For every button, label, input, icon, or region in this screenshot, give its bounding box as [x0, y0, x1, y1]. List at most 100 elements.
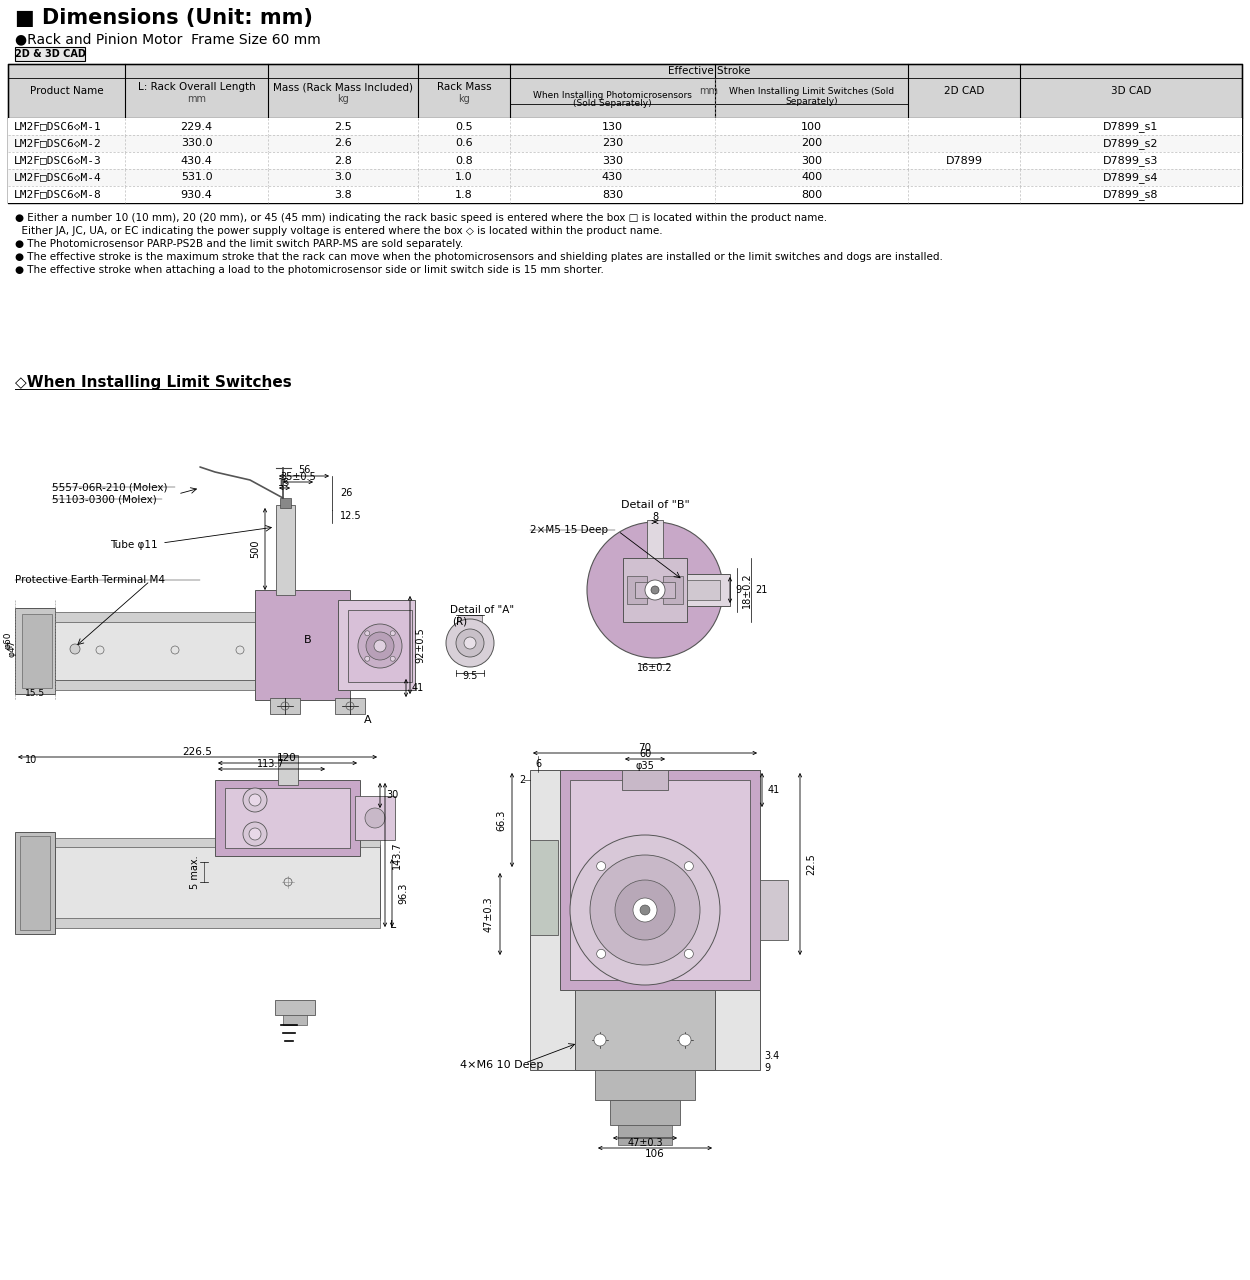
Text: 0.5: 0.5 — [455, 122, 472, 132]
Text: 2D CAD: 2D CAD — [944, 86, 984, 96]
Text: mm: mm — [700, 86, 719, 96]
Text: 3.0: 3.0 — [334, 173, 351, 183]
Text: 0.6: 0.6 — [455, 138, 472, 148]
Text: 2.5: 2.5 — [334, 122, 352, 132]
Text: (Sold Separately): (Sold Separately) — [574, 100, 651, 109]
Text: 5 max.: 5 max. — [190, 855, 200, 888]
Text: 930.4: 930.4 — [180, 189, 213, 200]
Text: LM2F□DSC6◇M-1: LM2F□DSC6◇M-1 — [14, 122, 101, 132]
Circle shape — [464, 637, 476, 649]
Circle shape — [456, 628, 484, 657]
Text: 60: 60 — [639, 749, 651, 759]
Text: φ35: φ35 — [635, 762, 655, 771]
Text: 30: 30 — [386, 790, 399, 800]
Bar — [348, 611, 413, 682]
Bar — [530, 771, 760, 1070]
Circle shape — [596, 950, 606, 959]
Circle shape — [242, 822, 268, 846]
Bar — [622, 558, 688, 622]
Text: 100: 100 — [801, 122, 822, 132]
Text: 10: 10 — [25, 755, 38, 765]
Bar — [15, 620, 385, 680]
Circle shape — [70, 644, 80, 654]
Text: 41: 41 — [768, 785, 780, 795]
Text: 96.3: 96.3 — [398, 882, 408, 904]
Text: LM2F□DSC6◇M-4: LM2F□DSC6◇M-4 — [14, 173, 101, 183]
Text: D7899_s4: D7899_s4 — [1104, 172, 1159, 183]
Text: L: Rack Overall Length: L: Rack Overall Length — [138, 82, 255, 92]
Circle shape — [684, 861, 694, 870]
Circle shape — [374, 640, 386, 652]
Circle shape — [570, 835, 720, 986]
Bar — [15, 47, 85, 61]
Text: 21: 21 — [755, 585, 768, 595]
Bar — [8, 118, 1242, 134]
Text: 12.5: 12.5 — [340, 511, 361, 521]
Circle shape — [594, 1034, 606, 1046]
Text: φ60: φ60 — [4, 631, 12, 649]
Bar — [282, 1015, 308, 1025]
Bar — [15, 612, 385, 622]
Text: LM2F□DSC6◇M-8: LM2F□DSC6◇M-8 — [14, 189, 101, 200]
Text: Detail of "B": Detail of "B" — [620, 500, 690, 509]
Text: 66.3: 66.3 — [496, 809, 506, 831]
Circle shape — [357, 623, 402, 668]
Text: 106: 106 — [645, 1149, 665, 1158]
Text: 830: 830 — [602, 189, 622, 200]
Text: When Installing Photomicrosensors: When Installing Photomicrosensors — [532, 91, 693, 100]
Text: 15: 15 — [278, 477, 290, 488]
Text: 2: 2 — [520, 774, 526, 785]
Bar — [648, 520, 662, 558]
Bar — [22, 614, 52, 689]
Text: ■ Dimensions (Unit: mm): ■ Dimensions (Unit: mm) — [15, 8, 312, 28]
Circle shape — [365, 808, 385, 828]
Text: D7899_s1: D7899_s1 — [1104, 122, 1159, 132]
Bar — [335, 698, 365, 714]
Text: Protective Earth Terminal M4: Protective Earth Terminal M4 — [15, 575, 165, 585]
Circle shape — [365, 657, 370, 662]
Text: 400: 400 — [801, 173, 822, 183]
Bar — [560, 771, 760, 989]
Circle shape — [249, 794, 261, 806]
Text: 15.5: 15.5 — [25, 689, 45, 698]
Bar — [595, 1070, 695, 1100]
Text: Separately): Separately) — [785, 97, 838, 106]
Text: 9: 9 — [735, 585, 741, 595]
Text: 92±0.5: 92±0.5 — [415, 627, 425, 663]
Text: φ47: φ47 — [8, 639, 16, 657]
Text: 22.5: 22.5 — [806, 854, 816, 874]
Text: 2.6: 2.6 — [334, 138, 352, 148]
Circle shape — [632, 899, 658, 922]
Text: 5557-06R-210 (Molex): 5557-06R-210 (Molex) — [52, 483, 168, 492]
Circle shape — [249, 828, 261, 840]
Text: A: A — [364, 716, 371, 724]
Bar — [15, 918, 380, 928]
Text: Mass (Rack Mass Included): Mass (Rack Mass Included) — [272, 82, 412, 92]
Text: 1.8: 1.8 — [455, 189, 472, 200]
Circle shape — [645, 580, 665, 600]
Text: 130: 130 — [602, 122, 622, 132]
Text: kg: kg — [458, 93, 470, 104]
Text: 4×M6 10 Deep: 4×M6 10 Deep — [460, 1060, 544, 1070]
Bar — [662, 576, 682, 604]
Circle shape — [615, 881, 675, 940]
Bar — [8, 64, 1242, 118]
Text: 531.0: 531.0 — [181, 173, 213, 183]
Text: B: B — [304, 635, 311, 645]
Bar — [575, 989, 715, 1070]
Text: 9: 9 — [764, 1062, 770, 1073]
Bar — [8, 64, 1242, 204]
Bar — [688, 580, 720, 600]
Text: 51103-0300 (Molex): 51103-0300 (Molex) — [52, 494, 156, 504]
Text: ● Either a number 10 (10 mm), 20 (20 mm), or 45 (45 mm) indicating the rack basi: ● Either a number 10 (10 mm), 20 (20 mm)… — [15, 212, 828, 223]
Bar — [760, 881, 788, 940]
Bar — [255, 590, 350, 700]
Text: D7899: D7899 — [945, 155, 982, 165]
Circle shape — [651, 586, 659, 594]
Bar — [15, 845, 380, 920]
Circle shape — [596, 861, 606, 870]
Text: 200: 200 — [801, 138, 822, 148]
Text: 430: 430 — [602, 173, 622, 183]
Text: 2D & 3D CAD: 2D & 3D CAD — [15, 49, 85, 59]
Bar — [530, 840, 558, 934]
